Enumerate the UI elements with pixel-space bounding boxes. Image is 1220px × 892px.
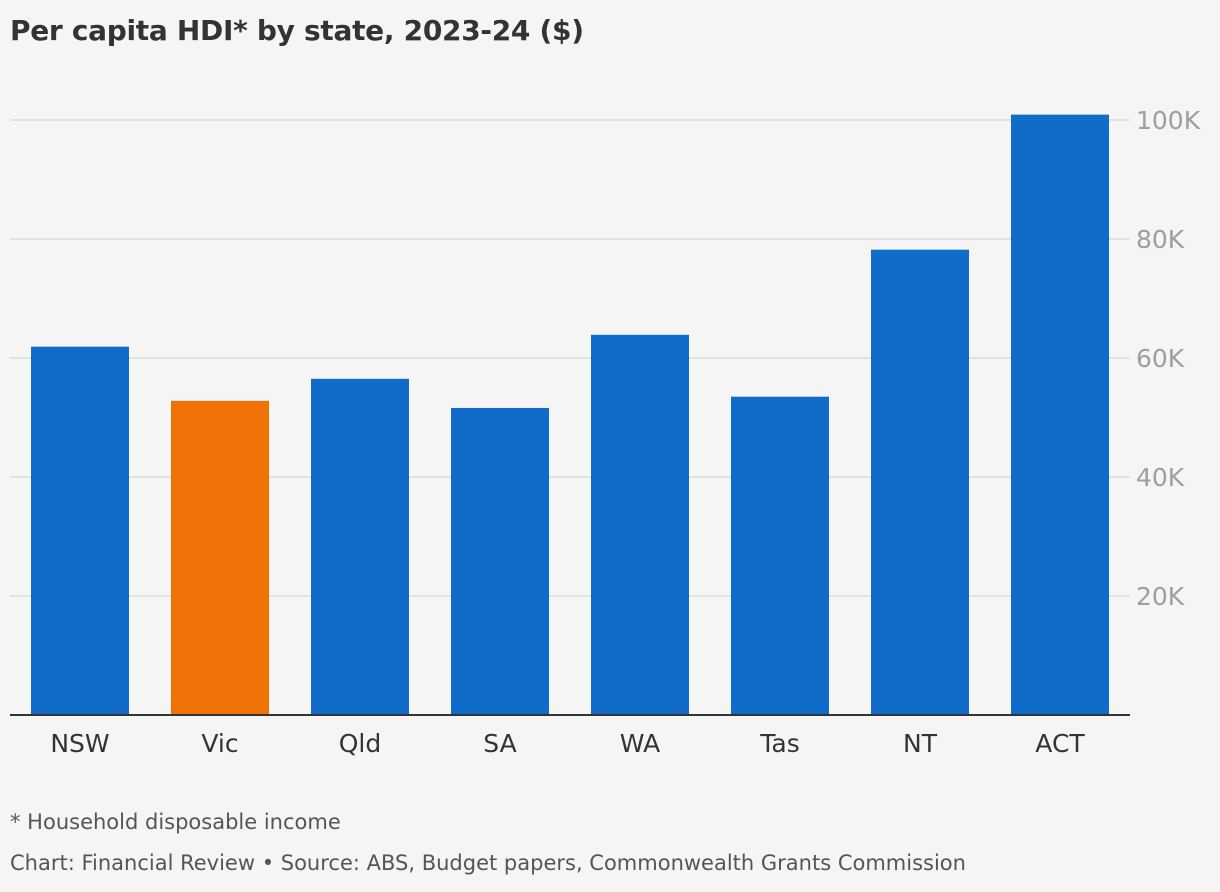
bar-sa xyxy=(451,407,549,715)
x-tick-label: SA xyxy=(483,729,516,758)
y-tick-label: 40K xyxy=(1136,463,1185,492)
y-tick-label: 20K xyxy=(1136,582,1185,611)
bar-vic xyxy=(171,400,269,715)
x-tick-label: WA xyxy=(620,729,660,758)
y-tick-label: 60K xyxy=(1136,344,1185,373)
x-axis-ticks: NSW Vic Qld SA WA Tas NT ACT xyxy=(50,729,1085,758)
chart-title: Per capita HDI* by state, 2023-24 ($) xyxy=(10,14,584,47)
bar-wa xyxy=(591,334,689,715)
x-tick-label: NT xyxy=(903,729,938,758)
x-tick-label: ACT xyxy=(1035,729,1085,758)
x-tick-label: NSW xyxy=(50,729,109,758)
x-tick-label: Qld xyxy=(339,729,382,758)
source-credit: Chart: Financial Review • Source: ABS, B… xyxy=(10,851,966,875)
x-tick-label: Vic xyxy=(201,729,238,758)
bars xyxy=(31,114,1109,715)
footnote: * Household disposable income xyxy=(10,810,341,834)
bar-nt xyxy=(871,249,969,715)
bar-nsw xyxy=(31,346,129,715)
bar-qld xyxy=(311,378,409,715)
y-axis-ticks: 20K 40K 60K 80K 100K xyxy=(1136,106,1201,611)
y-tick-label: 80K xyxy=(1136,225,1185,254)
bar-act xyxy=(1011,114,1109,715)
y-tick-label: 100K xyxy=(1136,106,1201,135)
bar-tas xyxy=(731,396,829,715)
x-tick-label: Tas xyxy=(759,729,799,758)
